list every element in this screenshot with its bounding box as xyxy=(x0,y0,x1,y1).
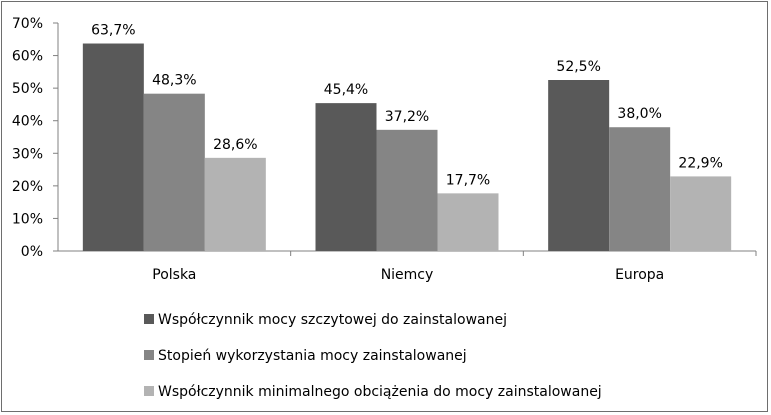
y-tick-label: 30% xyxy=(12,146,43,162)
legend-swatch xyxy=(144,314,154,324)
data-label: 22,9% xyxy=(678,155,722,171)
legend-swatch xyxy=(144,386,154,396)
data-label: 45,4% xyxy=(324,82,368,98)
bars xyxy=(82,43,732,252)
y-tick-label: 40% xyxy=(12,114,43,130)
data-label: 38,0% xyxy=(617,106,661,122)
y-tick-label: 20% xyxy=(12,179,43,195)
legend: Współczynnik mocy szczytowej do zainstal… xyxy=(144,312,602,400)
bar xyxy=(82,43,144,251)
bar xyxy=(143,93,205,252)
bar xyxy=(315,103,377,251)
bar xyxy=(670,176,732,251)
bar xyxy=(437,193,499,251)
y-tick-label: 50% xyxy=(12,81,43,97)
data-label: 17,7% xyxy=(446,172,490,188)
data-label: 48,3% xyxy=(152,73,196,89)
y-tick-label: 70% xyxy=(12,16,43,32)
legend-swatch xyxy=(144,350,154,360)
legend-label: Współczynnik mocy szczytowej do zainstal… xyxy=(158,312,507,328)
y-tick-label: 0% xyxy=(21,244,43,260)
x-axis-categories: Polska Niemcy Europa xyxy=(152,267,664,283)
data-label: 37,2% xyxy=(385,109,429,125)
data-labels: 63,7% 48,3% 28,6% 45,4% 37,2% 17,7% 52,5% 38,0%… xyxy=(91,23,723,189)
y-tick-label: 60% xyxy=(12,49,43,65)
bar xyxy=(609,127,671,251)
bar xyxy=(548,80,610,251)
category-label: Polska xyxy=(152,267,196,283)
bar xyxy=(376,129,438,251)
category-label: Niemcy xyxy=(381,267,434,283)
legend-label: Stopień wykorzystania mocy zainstalowane… xyxy=(158,348,467,364)
y-tick-label: 10% xyxy=(12,211,43,227)
data-label: 28,6% xyxy=(213,137,257,153)
legend-label: Współczynnik minimalnego obciążenia do m… xyxy=(158,384,602,400)
category-label: Europa xyxy=(615,267,664,283)
bar xyxy=(204,157,266,251)
y-axis-ticks: 0% 10% 20% 30% 40% 50% 60% 70% xyxy=(12,16,43,260)
data-label: 52,5% xyxy=(556,59,600,75)
data-label: 63,7% xyxy=(91,23,135,39)
